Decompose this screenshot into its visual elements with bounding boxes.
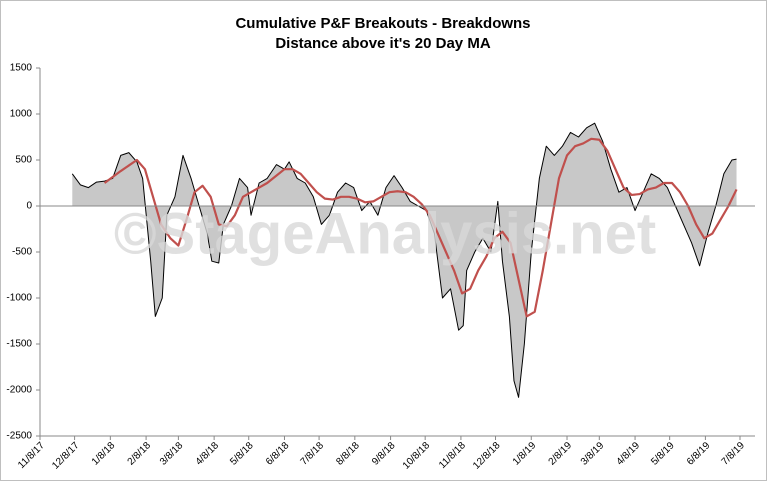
- y-tick-label: -2500: [6, 431, 32, 442]
- y-tick-label: -2000: [6, 385, 32, 396]
- y-tick-label: -1000: [6, 293, 32, 304]
- y-tick-label: 1500: [10, 63, 33, 74]
- y-tick-label: -1500: [6, 339, 32, 350]
- y-tick-label: 1000: [10, 109, 33, 120]
- y-tick-label: -500: [12, 247, 32, 258]
- line: [103, 137, 738, 318]
- y-tick-label: 500: [15, 155, 32, 166]
- chart-subtitle: Distance above it's 20 Day MA: [275, 35, 490, 52]
- chart-title: Cumulative P&F Breakouts - Breakdowns: [235, 15, 530, 32]
- watermark: ©StageAnalysis.net: [114, 201, 656, 266]
- y-tick-label: 0: [26, 201, 32, 212]
- line: [71, 122, 737, 398]
- area: [72, 123, 737, 398]
